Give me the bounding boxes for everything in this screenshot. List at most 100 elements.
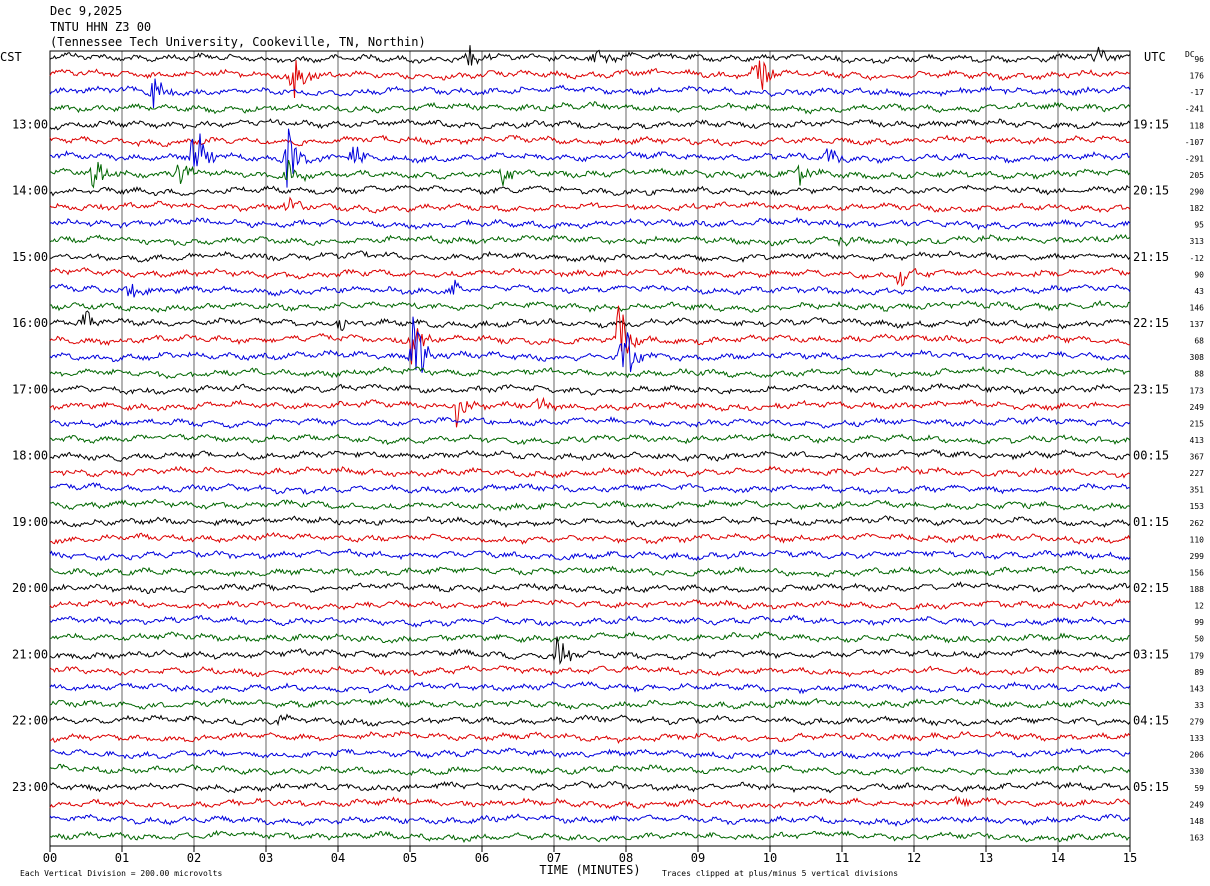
seismic-trace bbox=[49, 60, 1130, 99]
left-hour-label: 17:00 bbox=[12, 382, 48, 396]
seismic-trace bbox=[49, 697, 1131, 711]
dc-offset-label: 308 bbox=[1190, 353, 1205, 362]
dc-offset-label: 99 bbox=[1194, 618, 1204, 627]
x-tick-label: 02 bbox=[187, 851, 201, 865]
seismic-trace bbox=[49, 581, 1131, 595]
seismic-trace bbox=[49, 310, 1131, 331]
dc-offset-label: 290 bbox=[1190, 188, 1205, 197]
plot-frame bbox=[49, 50, 1131, 847]
chart-title: TNTU HHN Z3 00 bbox=[50, 20, 152, 34]
seismic-trace bbox=[49, 482, 1131, 495]
dc-offset-label: 249 bbox=[1190, 800, 1205, 809]
x-tick-label: 09 bbox=[691, 851, 705, 865]
left-hour-label: 20:00 bbox=[12, 581, 48, 595]
dc-offset-label: 33 bbox=[1194, 701, 1204, 710]
seismic-trace bbox=[49, 159, 1131, 189]
x-tick-label: 10 bbox=[763, 851, 777, 865]
seismic-trace bbox=[49, 305, 1130, 365]
right-hour-label: 01:15 bbox=[1133, 515, 1169, 529]
right-hour-label: 22:15 bbox=[1133, 316, 1169, 330]
dc-offset-label: 110 bbox=[1190, 535, 1205, 544]
x-axis-label: TIME (MINUTES) bbox=[539, 863, 640, 877]
dc-offset-label: 137 bbox=[1190, 320, 1205, 329]
seismic-trace bbox=[49, 101, 1131, 115]
station-location: (Tennessee Tech University, Cookeville, … bbox=[50, 35, 426, 49]
dc-offset-label: 50 bbox=[1194, 635, 1204, 644]
x-tick-label: 03 bbox=[259, 851, 273, 865]
clip-note: Traces clipped at plus/minus 5 vertical … bbox=[662, 869, 898, 878]
seismic-trace bbox=[49, 515, 1131, 529]
seismic-trace bbox=[49, 449, 1131, 463]
seismic-trace bbox=[49, 813, 1131, 827]
x-tick-label: 14 bbox=[1051, 851, 1065, 865]
left-hour-label: 14:00 bbox=[12, 184, 48, 198]
seismic-trace bbox=[49, 78, 1131, 109]
left-hour-label: 18:00 bbox=[12, 449, 48, 463]
seismic-trace bbox=[49, 118, 1131, 131]
dc-offset-label: 133 bbox=[1190, 734, 1205, 743]
left-hour-label: 19:00 bbox=[12, 515, 48, 529]
chart-date: Dec 9,2025 bbox=[50, 4, 123, 18]
right-hour-label: 19:15 bbox=[1133, 117, 1169, 131]
right-timezone-label: UTC bbox=[1144, 50, 1166, 64]
dc-offset-label: 413 bbox=[1190, 436, 1205, 445]
dc-offset-label: 156 bbox=[1190, 568, 1205, 577]
dc-offset-label: 173 bbox=[1190, 386, 1205, 395]
dc-offset-label: 367 bbox=[1190, 453, 1205, 462]
right-hour-label: 04:15 bbox=[1133, 714, 1169, 728]
seismic-trace bbox=[49, 396, 1131, 428]
seismic-trace bbox=[49, 763, 1131, 776]
right-hour-label: 03:15 bbox=[1133, 647, 1169, 661]
dc-offset-label: -291 bbox=[1185, 154, 1204, 163]
left-hour-label: 21:00 bbox=[12, 647, 48, 661]
x-tick-label: 01 bbox=[115, 851, 129, 865]
dc-offset-label: 153 bbox=[1190, 502, 1205, 511]
dc-offset-label: 88 bbox=[1194, 370, 1204, 379]
seismic-trace bbox=[49, 416, 1131, 429]
dc-offset-label: 351 bbox=[1190, 486, 1205, 495]
dc-offset-label: 12 bbox=[1194, 602, 1204, 611]
scale-note: Each Vertical Division = 200.00 microvol… bbox=[20, 869, 222, 878]
right-hour-label: 00:15 bbox=[1133, 449, 1169, 463]
left-hour-label: 23:00 bbox=[12, 780, 48, 794]
seismic-trace bbox=[49, 267, 1131, 287]
right-hour-label: 23:15 bbox=[1133, 382, 1169, 396]
dc-offset-label: 299 bbox=[1190, 552, 1205, 561]
seismic-trace bbox=[49, 217, 1131, 231]
seismic-trace bbox=[49, 184, 1131, 197]
right-hour-label: 02:15 bbox=[1133, 581, 1169, 595]
seismic-trace bbox=[49, 664, 1131, 678]
seismic-trace bbox=[50, 250, 1131, 263]
dc-offset-label: 188 bbox=[1190, 585, 1205, 594]
dc-offset-label: 215 bbox=[1190, 419, 1205, 428]
seismic-trace bbox=[49, 780, 1131, 794]
seismic-trace bbox=[49, 233, 1131, 248]
seismic-trace bbox=[49, 565, 1131, 578]
left-hour-label: 13:00 bbox=[12, 117, 48, 131]
x-tick-label: 08 bbox=[619, 851, 633, 865]
dc-offset-label: 43 bbox=[1194, 287, 1204, 296]
x-tick-label: 11 bbox=[835, 851, 849, 865]
seismic-trace bbox=[49, 300, 1131, 314]
left-timezone-label: CST bbox=[0, 50, 22, 64]
seismic-trace bbox=[49, 196, 1131, 214]
dc-offset-label: 279 bbox=[1190, 718, 1205, 727]
seismic-trace bbox=[49, 316, 1131, 373]
seismic-trace bbox=[49, 465, 1131, 479]
dc-offset-label: -241 bbox=[1185, 105, 1204, 114]
seismic-trace bbox=[49, 713, 1131, 727]
dc-offset-label: 163 bbox=[1190, 833, 1205, 842]
dc-offset-label: 148 bbox=[1190, 817, 1205, 826]
right-hour-label: 21:15 bbox=[1133, 250, 1169, 264]
seismic-trace bbox=[49, 548, 1131, 562]
dc-offset-label: 262 bbox=[1190, 519, 1205, 528]
dc-offset-label: 330 bbox=[1190, 767, 1205, 776]
dc-offset-label: 89 bbox=[1194, 668, 1204, 677]
x-tick-label: 04 bbox=[331, 851, 345, 865]
left-hour-label: 16:00 bbox=[12, 316, 48, 330]
dc-offset-label: 59 bbox=[1194, 784, 1204, 793]
dc-offset-label: 96 bbox=[1194, 55, 1204, 64]
seismic-trace bbox=[49, 532, 1131, 545]
dc-offset-label: -17 bbox=[1190, 88, 1205, 97]
seismic-trace bbox=[49, 45, 1131, 66]
